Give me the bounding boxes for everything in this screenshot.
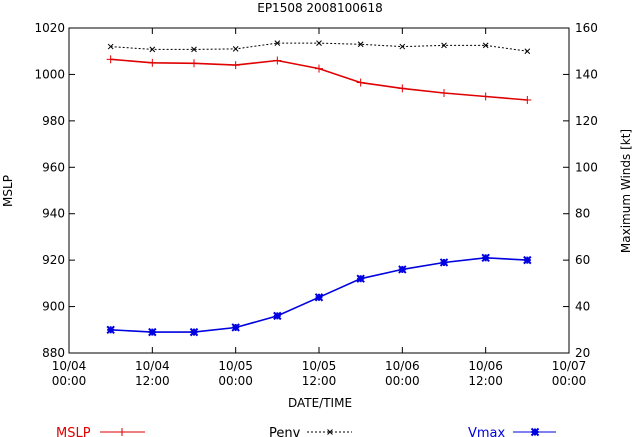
penv-point [524, 48, 531, 55]
legend-penv-marker [327, 429, 333, 435]
mslp-point [148, 58, 157, 67]
legend-mslp-marker [118, 428, 126, 436]
legend-mslp: MSLP [56, 426, 145, 437]
x-tick-label-time: 00:00 [218, 374, 253, 388]
legend-penv: Penv [269, 426, 352, 437]
x-tick-label-date: 10/07 [552, 359, 587, 373]
legend-penv-point [327, 429, 333, 435]
right-tick-label: 60 [575, 253, 590, 267]
penv-point [357, 41, 364, 48]
legend-mslp-label: MSLP [56, 426, 91, 437]
left-tick-label: 940 [42, 207, 65, 221]
x-tick-label-date: 10/04 [135, 359, 170, 373]
penv-point [399, 43, 406, 50]
x-tick-label-date: 10/04 [52, 359, 87, 373]
vmax-point [398, 265, 407, 274]
left-tick-label: 920 [42, 253, 65, 267]
vmax-point [148, 327, 157, 337]
penv-series-line [110, 42, 528, 52]
legend-vmax-marker [530, 427, 540, 437]
left-tick-label: 960 [42, 160, 65, 174]
right-tick-label: 80 [575, 207, 590, 221]
series-layer [106, 40, 532, 337]
vmax-point [106, 325, 115, 334]
x-tick-label-time: 12:00 [135, 374, 170, 388]
chart-title: EP1508 2008100618 [257, 1, 383, 15]
mslp-point [481, 92, 490, 101]
x-tick-label-date: 10/05 [302, 359, 337, 373]
vmax-point [273, 311, 282, 321]
legend-penv-label: Penv [269, 426, 301, 437]
penv-point [107, 43, 114, 50]
x-tick-label-date: 10/06 [385, 359, 420, 373]
x-axis-ticks: 10/0400:0010/0412:0010/0500:0010/0512:00… [52, 28, 587, 388]
x-tick-label-date: 10/05 [218, 359, 253, 373]
x-axis-label: DATE/TIME [288, 396, 352, 410]
mslp-point [356, 78, 365, 87]
vmax-point [523, 255, 532, 265]
x-tick-label-time: 00:00 [52, 374, 87, 388]
left-tick-label: 880 [42, 346, 65, 360]
mslp-point [190, 59, 198, 68]
right-tick-label: 100 [575, 160, 598, 174]
right-tick-label: 40 [575, 300, 590, 314]
left-tick-label: 1020 [34, 21, 65, 35]
vmax-point [481, 253, 490, 263]
penv-point [441, 42, 447, 49]
y-axis-label-right: Maximum Winds [kt] [619, 129, 633, 253]
vmax-point [231, 323, 240, 332]
right-tick-label: 20 [575, 346, 590, 360]
legend-vmax-label: Vmax [468, 426, 506, 437]
x-tick-label-time: 00:00 [552, 374, 587, 388]
penv-point [274, 40, 281, 46]
legend-vmax-point [530, 427, 540, 437]
right-tick-label: 140 [575, 67, 598, 81]
mslp-point [315, 64, 323, 73]
vmax-point [189, 327, 199, 337]
penv-point [191, 46, 197, 53]
left-tick-label: 900 [42, 300, 65, 314]
mslp-point [273, 56, 282, 65]
y-axis-label-left: MSLP [1, 175, 15, 207]
mslp-point [398, 84, 407, 93]
x-tick-label-time: 00:00 [385, 374, 420, 388]
x-tick-label-time: 12:00 [302, 374, 337, 388]
x-tick-label-time: 12:00 [468, 374, 503, 388]
penv-point [316, 40, 322, 46]
penv-point [149, 46, 156, 53]
right-tick-label: 160 [575, 21, 598, 35]
mslp-point [231, 61, 240, 70]
legend-vmax: Vmax [468, 426, 556, 437]
x-tick-label-date: 10/06 [468, 359, 503, 373]
vmax-point [356, 274, 365, 283]
left-tick-label: 1000 [34, 67, 65, 81]
vmax-point [439, 258, 449, 267]
vmax-point [314, 293, 324, 302]
mslp-point [523, 95, 532, 104]
left-axis-ticks: 880 900 920 940 960 980 1000 1020 [34, 21, 75, 360]
right-tick-label: 120 [575, 114, 598, 128]
penv-point [482, 42, 489, 49]
mslp-point [440, 89, 448, 97]
legend-mslp-point [118, 428, 126, 436]
right-axis-ticks: 20 40 60 80 100 120 140 160 [563, 21, 598, 360]
penv-point [232, 46, 239, 52]
left-tick-label: 980 [42, 114, 65, 128]
plot-frame [68, 27, 570, 354]
mslp-point [106, 55, 115, 64]
